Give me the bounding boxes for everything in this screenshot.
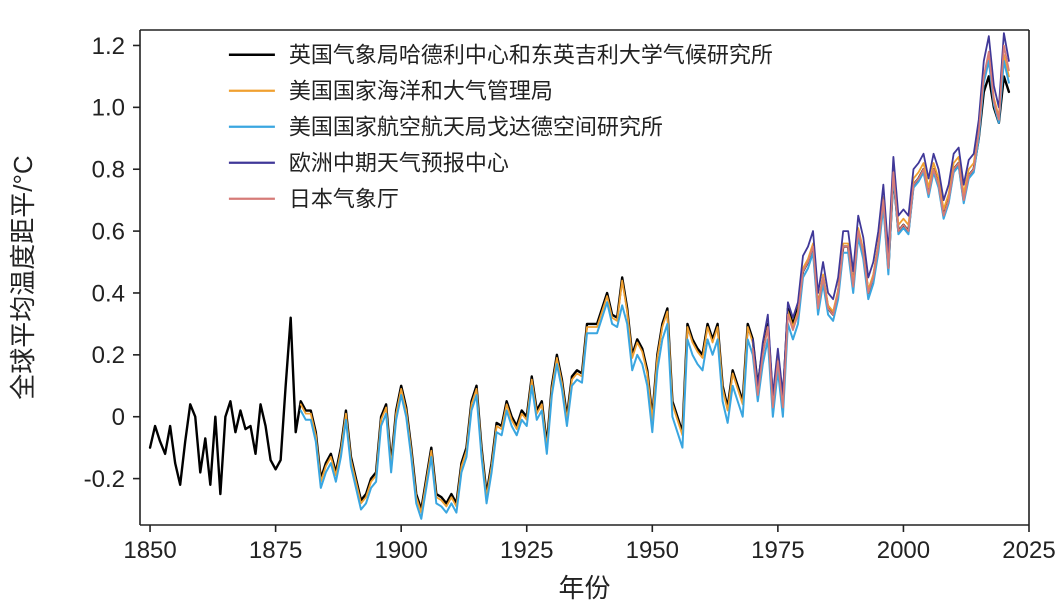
legend-label-nasa: 美国国家航空航天局戈达德空间研究所 bbox=[289, 114, 663, 139]
x-axis-label: 年份 bbox=[558, 573, 610, 603]
y-axis-label: 全球平均温度距平/°C bbox=[8, 155, 38, 399]
y-tick-label: 0.6 bbox=[92, 218, 125, 245]
x-tick-label: 1925 bbox=[500, 537, 553, 564]
y-tick-label: 0.2 bbox=[92, 342, 125, 369]
y-tick-label: 0 bbox=[112, 404, 125, 431]
y-tick-label: 1.2 bbox=[92, 33, 125, 60]
legend-label-noaa: 美国国家海洋和大气管理局 bbox=[289, 78, 553, 103]
y-tick-label: 1.0 bbox=[92, 95, 125, 122]
x-tick-label: 1875 bbox=[249, 537, 302, 564]
y-tick-label: 0.8 bbox=[92, 157, 125, 184]
x-tick-label: 2000 bbox=[877, 537, 930, 564]
y-tick-label: -0.2 bbox=[84, 466, 125, 493]
x-tick-label: 1975 bbox=[751, 537, 804, 564]
x-tick-label: 1900 bbox=[374, 537, 427, 564]
legend-label-hadcrut: 英国气象局哈德利中心和东英吉利大学气候研究所 bbox=[289, 42, 773, 67]
legend-label-jma: 日本气象厅 bbox=[289, 186, 399, 211]
y-tick-label: 0.4 bbox=[92, 280, 125, 307]
legend-label-ecmwf: 欧洲中期天气预报中心 bbox=[289, 150, 509, 175]
chart-container: 1850 1875 1900 1925 1950 1975 2000 2025 年份 -0.2 0 0… bbox=[0, 0, 1059, 615]
x-tick-label: 1950 bbox=[626, 537, 679, 564]
temperature-anomaly-chart: 1850 1875 1900 1925 1950 1975 2000 2025 年份 -0.2 0 0… bbox=[0, 0, 1059, 615]
x-tick-label: 2025 bbox=[1002, 537, 1055, 564]
x-tick-label: 1850 bbox=[123, 537, 176, 564]
